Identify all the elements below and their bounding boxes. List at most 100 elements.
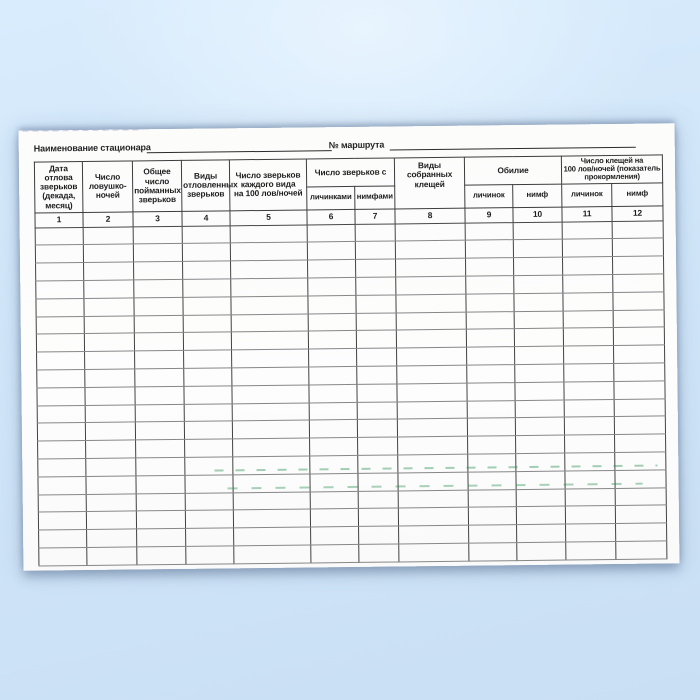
empty-cell: [515, 452, 565, 472]
empty-cell: [516, 488, 566, 507]
empty-cell: [310, 508, 359, 528]
column-number: 3: [132, 210, 183, 227]
empty-cell: [84, 333, 135, 352]
empty-cell: [613, 309, 665, 328]
empty-cell: [513, 257, 563, 276]
empty-cell: [37, 458, 86, 477]
empty-cell: [86, 511, 137, 530]
empty-cell: [398, 525, 469, 544]
empty-cell: [310, 526, 359, 545]
empty-cell: [395, 258, 466, 277]
empty-cell: [564, 434, 615, 453]
empty-cell: [182, 243, 231, 262]
empty-cell: [83, 226, 134, 245]
empty-cell: [307, 259, 356, 278]
empty-cell: [614, 469, 667, 489]
empty-cell: [563, 327, 614, 347]
empty-cell: [514, 364, 564, 383]
empty-cell: [563, 363, 614, 382]
empty-cell: [85, 422, 136, 441]
empty-cell: [35, 298, 85, 317]
empty-cell: [85, 457, 136, 477]
empty-cell: [83, 297, 135, 317]
group-header-animals-with: Число зверьков с: [306, 157, 395, 187]
empty-cell: [614, 398, 666, 417]
empty-cell: [85, 404, 136, 423]
empty-cell: [230, 277, 308, 297]
empty-cell: [613, 362, 665, 382]
subcol-header-with-nymphs: нимфами: [354, 185, 395, 209]
empty-cell: [467, 417, 516, 437]
empty-cell: [565, 505, 616, 525]
capture-record-table: Дата отлова зверьков (декада, месяц) Чис…: [33, 154, 668, 567]
empty-cell: [136, 492, 186, 512]
empty-cell: [467, 471, 517, 490]
empty-cell: [230, 295, 309, 315]
empty-cell: [133, 261, 183, 280]
empty-cell: [612, 291, 665, 311]
route-number-label: № маршрута: [328, 139, 385, 151]
empty-cell: [562, 274, 613, 293]
empty-cell: [133, 243, 183, 263]
empty-cell: [397, 400, 468, 420]
empty-cell: [355, 241, 396, 260]
empty-cell: [133, 279, 183, 298]
station-name-blank-field: [146, 150, 332, 154]
empty-cell: [397, 418, 468, 438]
empty-cell: [308, 330, 357, 350]
empty-cell: [564, 452, 615, 471]
empty-cell: [614, 416, 666, 435]
empty-cell: [309, 473, 359, 492]
empty-cell: [136, 510, 186, 530]
station-name-label: Наименование стационара: [33, 142, 151, 154]
column-number: 8: [394, 207, 466, 224]
empty-cell: [308, 384, 358, 403]
empty-cell: [185, 545, 234, 565]
empty-cell: [309, 419, 358, 439]
empty-cell: [398, 489, 469, 509]
column-number: 2: [82, 211, 134, 228]
empty-cell: [465, 222, 514, 241]
empty-cell: [614, 434, 666, 453]
empty-cell: [467, 435, 516, 455]
empty-cell: [83, 279, 134, 299]
empty-cell: [467, 400, 516, 419]
empty-cell: [185, 510, 234, 529]
empty-cell: [563, 345, 614, 365]
empty-cell: [35, 262, 84, 282]
empty-cell: [356, 312, 397, 331]
empty-cell: [562, 238, 613, 258]
empty-cell: [395, 293, 467, 313]
empty-cell: [516, 506, 566, 525]
empty-cell: [468, 524, 517, 544]
empty-cell: [136, 546, 186, 565]
empty-cell: [134, 332, 184, 352]
col-header-trap-nights: Число ловушко- ночей: [82, 160, 133, 213]
empty-cell: [466, 346, 515, 366]
empty-cell: [84, 315, 135, 334]
empty-cell: [230, 260, 308, 279]
empty-cell: [615, 505, 667, 524]
empty-cell: [355, 223, 396, 242]
empty-cell: [612, 220, 664, 239]
column-number: 10: [512, 206, 563, 223]
empty-cell: [613, 380, 666, 400]
empty-cell: [397, 471, 469, 491]
empty-cell: [613, 327, 665, 346]
empty-cell: [468, 489, 517, 508]
empty-cell: [465, 239, 514, 259]
empty-cell: [516, 524, 566, 543]
subcol-header-index-larvae: личинок: [561, 183, 612, 207]
empty-cell: [233, 527, 311, 546]
empty-cell: [357, 454, 398, 474]
empty-cell: [182, 260, 231, 280]
empty-cell: [185, 492, 234, 511]
subcol-header-abundance-larvae: личинок: [464, 184, 513, 208]
empty-cell: [38, 529, 87, 548]
empty-cell: [358, 508, 399, 527]
empty-cell: [232, 420, 310, 439]
empty-cell: [355, 294, 397, 313]
empty-cell: [562, 221, 613, 240]
empty-cell: [135, 457, 185, 476]
empty-cell: [308, 312, 357, 332]
